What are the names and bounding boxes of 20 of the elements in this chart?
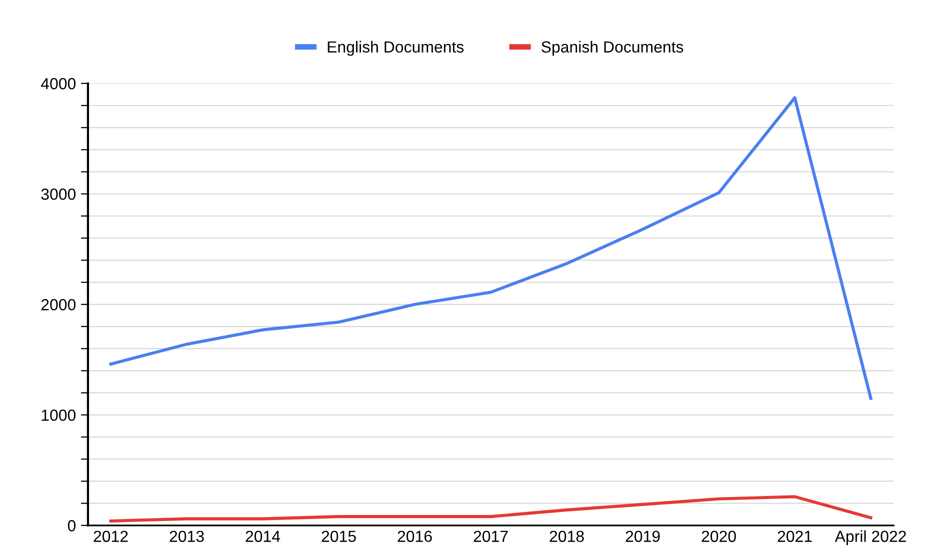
x-tick-label: 2016 bbox=[398, 530, 432, 542]
x-tick-label: 2017 bbox=[474, 530, 508, 542]
x-tick-label: 2015 bbox=[322, 530, 356, 542]
legend-label: English Documents bbox=[328, 40, 464, 56]
line-series bbox=[109, 495, 872, 523]
y-tick-label: 0 bbox=[68, 520, 76, 532]
x-tick-label: 2014 bbox=[246, 530, 280, 542]
x-tick-label: 2018 bbox=[550, 530, 584, 542]
x-tick-label: April 2022 bbox=[834, 530, 906, 546]
y-tick-label: 2000 bbox=[41, 299, 76, 310]
x-tick-label: 2020 bbox=[702, 530, 736, 542]
y-tick-label: 1000 bbox=[42, 410, 76, 421]
legend-label: Spanish Documents bbox=[542, 40, 684, 56]
x-tick-label: 2019 bbox=[626, 530, 660, 542]
y-tick-label: 4000 bbox=[41, 78, 76, 90]
line-series bbox=[109, 96, 872, 400]
x-tick-label: 2021 bbox=[778, 530, 812, 542]
x-tick-label: 2013 bbox=[170, 530, 204, 542]
x-tick-label: 2012 bbox=[94, 530, 128, 542]
y-tick-label: 3000 bbox=[41, 188, 76, 200]
